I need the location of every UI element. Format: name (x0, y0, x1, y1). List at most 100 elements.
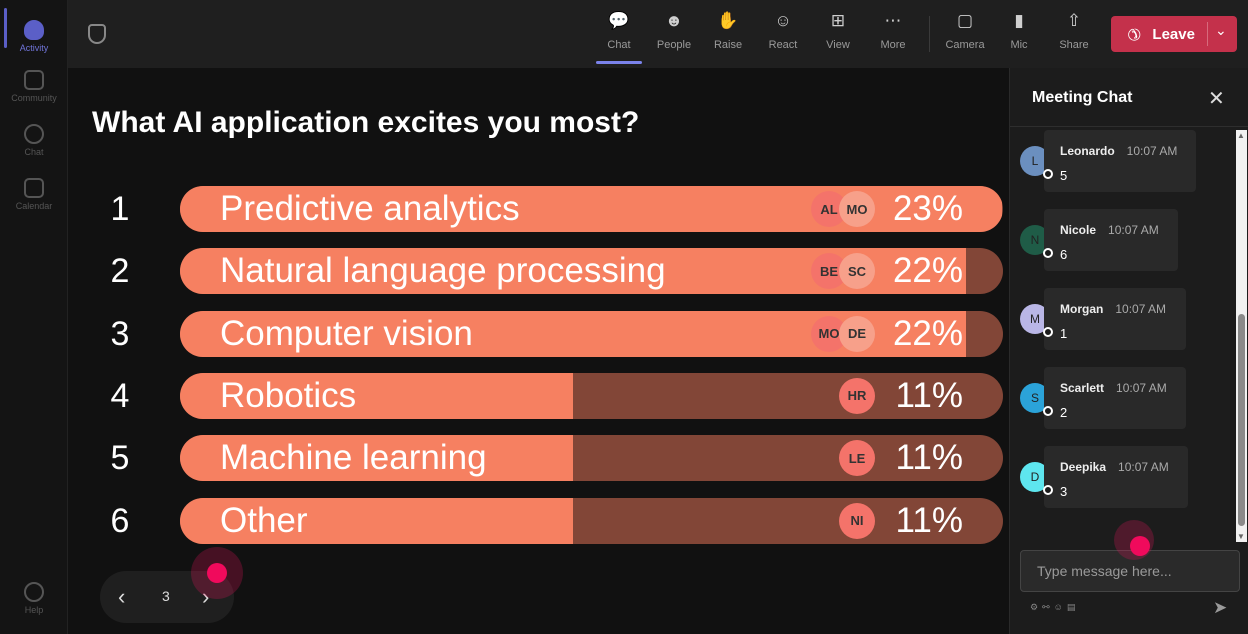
app-rail: Activity Community Chat Calendar Help (0, 0, 68, 634)
toolbar-chat-button[interactable]: 💬 Chat (593, 10, 645, 60)
send-icon[interactable]: ➤ (1213, 598, 1228, 617)
voter-avatar: NI (839, 502, 875, 539)
message-sender: Morgan (1060, 302, 1104, 316)
rail-item-community[interactable]: Community (0, 60, 68, 112)
option-bar-fill (180, 435, 573, 482)
option-label: Machine learning (220, 438, 487, 478)
option-rank: 2 (110, 252, 130, 291)
toolbar-people-button[interactable]: ☻ People (648, 10, 700, 60)
hand-icon: ✋ (717, 11, 739, 30)
message-time: 10:07 AM (1108, 223, 1159, 237)
poll-option-row: 1 Predictive analytics AL MO 23% (68, 186, 1009, 234)
toolbar-more-button[interactable]: ⋯ More (867, 10, 919, 60)
chevron-left-icon[interactable]: ‹ (118, 584, 126, 609)
toolbar-active-indicator (596, 61, 642, 64)
meeting-toolbar: 💬 Chat ☻ People ✋ Raise ☺ React ⊞ View ⋯… (68, 0, 1248, 68)
poll-option-row: 2 Natural language processing BE SC 22% (68, 248, 1009, 296)
chat-message: L Leonardo 10:07 AM 5 (1018, 130, 1218, 194)
toolbar-camera-button[interactable]: ▢ Camera (939, 10, 991, 60)
message-text: 3 (1060, 484, 1068, 499)
pointer-indicator (191, 547, 243, 599)
message-bubble: Deepika 10:07 AM 3 (1044, 446, 1188, 508)
emoji-icon[interactable]: ☺ (1053, 602, 1067, 612)
poll-option-row: 3 Computer vision MO DE 22% (68, 310, 1009, 359)
toolbar-label: Camera (945, 39, 985, 51)
poll-option-row: 6 Other NI 11% (68, 497, 1009, 546)
bell-icon (24, 19, 44, 40)
shield-icon (88, 24, 106, 44)
chevron-down-icon[interactable]: ⌄ (1215, 22, 1227, 38)
gif-icon[interactable]: ▤ (1066, 602, 1080, 612)
format-icon[interactable]: ⚙ (1030, 602, 1043, 612)
message-time: 10:07 AM (1118, 460, 1169, 474)
toolbar-label: Share (1059, 39, 1089, 51)
attach-icon[interactable]: ⚯ (1042, 602, 1054, 612)
grid-icon: ⊞ (830, 11, 846, 30)
page-number: 3 (162, 588, 170, 604)
poll-option-row: 5 Machine learning LE 11% (68, 435, 1009, 483)
message-sender: Leonardo (1060, 144, 1115, 158)
scroll-down-icon[interactable]: ▼ (1237, 532, 1245, 541)
rail-item-label: Activity (19, 42, 49, 53)
scroll-thumb[interactable] (1238, 314, 1245, 526)
emoji-icon: ☺ (774, 11, 792, 30)
chat-title: Meeting Chat (1032, 89, 1133, 106)
poll-question: What AI application excites you most? (92, 106, 640, 139)
option-rank: 3 (110, 314, 130, 353)
option-rank: 4 (110, 376, 130, 415)
rail-active-indicator (4, 8, 7, 48)
option-bar: Predictive analytics AL MO 23% (180, 186, 1003, 232)
rail-item-label: Calendar (15, 200, 53, 211)
presence-status-icon (1043, 248, 1053, 258)
close-icon[interactable]: ✕ (1208, 88, 1225, 110)
rail-item-activity[interactable]: Activity (0, 10, 68, 62)
message-text: 6 (1060, 247, 1068, 262)
leave-split-divider (1207, 22, 1208, 46)
chat-divider (1010, 126, 1248, 127)
toolbar-label: Raise (713, 39, 743, 51)
voter-avatar: LE (839, 440, 875, 477)
chat-scrollbar[interactable]: ▲ ▼ (1236, 130, 1247, 542)
option-percent: 22% (892, 313, 963, 353)
toolbar-react-button[interactable]: ☺ React (757, 10, 809, 60)
scroll-up-icon[interactable]: ▲ (1237, 131, 1245, 140)
option-rank: 5 (110, 439, 130, 478)
option-rank: 6 (110, 501, 130, 540)
toolbar-label: React (768, 39, 798, 51)
message-bubble: Morgan 10:07 AM 1 (1044, 288, 1186, 350)
message-sender: Scarlett (1060, 381, 1105, 395)
option-bar-fill (180, 497, 573, 544)
option-bar: Robotics HR 11% (180, 372, 1003, 419)
toolbar-view-button[interactable]: ⊞ View (812, 10, 864, 60)
toolbar-label: Mic (1010, 39, 1028, 51)
rail-item-label: Help (24, 604, 44, 615)
option-label: Robotics (220, 375, 357, 415)
meeting-chat-panel: Meeting Chat ✕ L Leonardo 10:07 AM 5 N Nicole… (1009, 68, 1248, 634)
toolbar-raise-button[interactable]: ✋ Raise (702, 10, 754, 60)
poll-stage: What AI application excites you most? 1 P… (68, 68, 1009, 634)
option-percent: 23% (892, 189, 963, 228)
camera-off-icon: ▢ (956, 11, 974, 30)
message-input[interactable] (1021, 551, 1239, 591)
rail-item-calendar[interactable]: Calendar (0, 168, 68, 220)
message-bubble: Scarlett 10:07 AM 2 (1044, 367, 1186, 429)
option-percent: 11% (895, 438, 963, 478)
message-text: 1 (1060, 326, 1068, 341)
option-bar: Computer vision MO DE 22% (180, 310, 1003, 357)
leave-button[interactable]: ✆ Leave ⌄ (1111, 16, 1237, 52)
toolbar-mic-button[interactable]: ▮ Mic (993, 10, 1045, 60)
toolbar-share-button[interactable]: ⇧ Share (1048, 10, 1100, 60)
rail-item-label: Chat (24, 146, 44, 157)
option-percent: 11% (895, 500, 963, 540)
message-time: 10:07 AM (1115, 302, 1167, 316)
message-sender: Deepika (1060, 460, 1107, 474)
toolbar-label: Chat (607, 39, 631, 51)
rail-item-help[interactable]: Help (0, 572, 68, 624)
rail-item-chat[interactable]: Chat (0, 114, 68, 166)
message-bubble: Nicole 10:07 AM 6 (1044, 209, 1178, 271)
voter-avatar: MO (839, 191, 875, 227)
presence-status-icon (1043, 406, 1053, 416)
poll-option-row: 4 Robotics HR 11% (68, 372, 1009, 421)
option-bar: Machine learning LE 11% (180, 435, 1003, 482)
chevron-right-icon[interactable]: › (202, 584, 210, 609)
